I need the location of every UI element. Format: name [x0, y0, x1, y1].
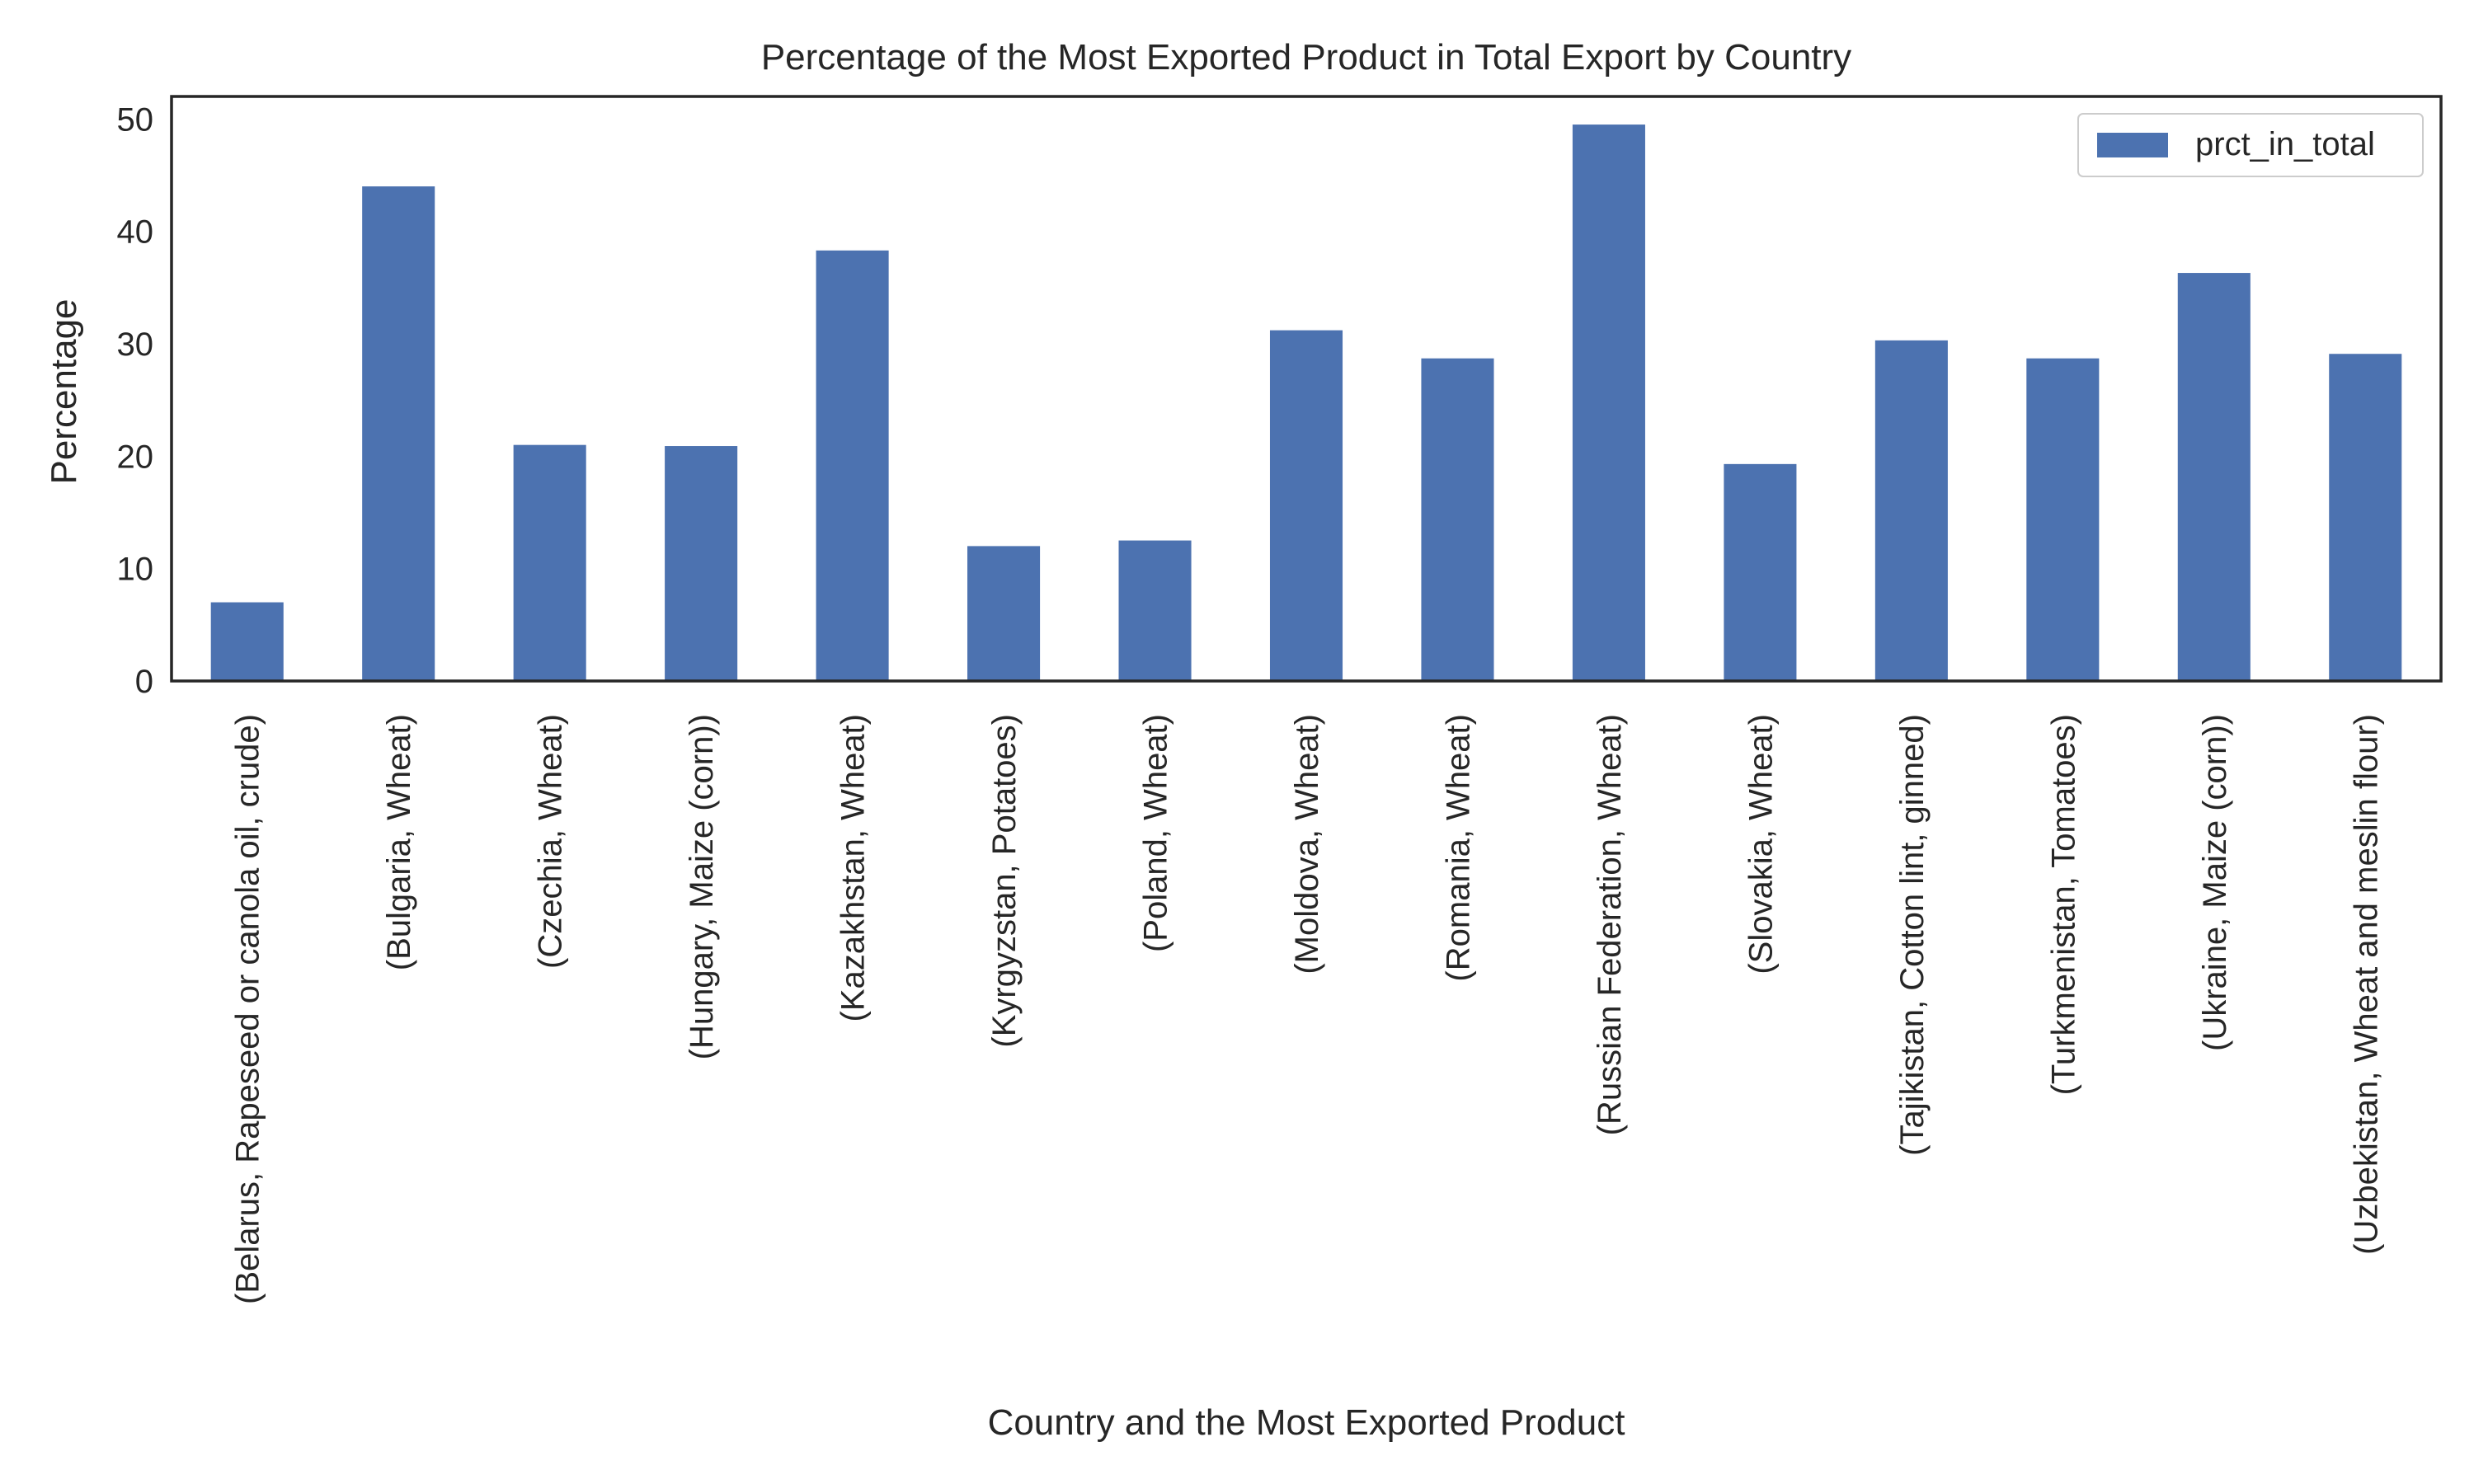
chart-title: Percentage of the Most Exported Product …: [761, 37, 1851, 77]
x-tick-label: (Turkmenistan, Tomatoes): [2045, 714, 2081, 1095]
bar: [2329, 354, 2402, 681]
x-tick-label: (Hungary, Maize (corn)): [684, 714, 720, 1059]
y-ticks-layer: 0 10 20 30 40 50: [117, 101, 154, 700]
plot-frame: [170, 95, 2443, 683]
x-tick-label: (Ukraine, Maize (corn)): [2197, 714, 2233, 1051]
x-tick-label: (Tajikistan, Cotton lint, ginned): [1894, 714, 1931, 1156]
bar: [2177, 273, 2251, 681]
y-tick-label: 30: [117, 326, 154, 363]
y-tick-label: 20: [117, 439, 154, 475]
x-tick-label: (Russian Federation, Wheat): [1592, 714, 1628, 1135]
bars-layer: [210, 124, 2402, 682]
bar: [1421, 358, 1494, 681]
x-tick-label: (Uzbekistan, Wheat and meslin flour): [2348, 714, 2384, 1255]
y-tick-label: 0: [135, 664, 153, 700]
y-tick-label: 50: [117, 101, 154, 138]
x-tick-label: (Bulgaria, Wheat): [381, 714, 417, 970]
bar: [665, 446, 738, 681]
bar: [2026, 358, 2100, 681]
x-tick-label: (Romania, Wheat): [1440, 714, 1476, 982]
bar: [1269, 330, 1343, 681]
x-tick-label: (Moldova, Wheat): [1289, 714, 1325, 974]
x-tick-label: (Kyrgyzstan, Potatoes): [986, 714, 1023, 1048]
x-ticks-layer: (Belarus, Rapeseed or canola oil, crude)…: [230, 714, 2385, 1304]
bar: [816, 250, 889, 682]
y-axis-label: Percentage: [44, 298, 84, 484]
y-tick-label: 40: [117, 214, 154, 251]
bar: [1874, 340, 1948, 681]
x-tick-label: (Kazakhstan, Wheat): [835, 714, 872, 1022]
y-tick-label: 10: [117, 552, 154, 588]
legend-box: [2077, 113, 2424, 177]
x-tick-label: (Poland, Wheat): [1138, 714, 1174, 952]
legend-swatch: [2097, 133, 2168, 157]
legend-label: prct_in_total: [2195, 126, 2375, 162]
bar: [210, 602, 284, 681]
bar: [1572, 124, 1645, 681]
x-tick-label: (Slovakia, Wheat): [1743, 714, 1779, 974]
x-tick-label: (Belarus, Rapeseed or canola oil, crude): [230, 714, 266, 1304]
bar: [362, 186, 435, 682]
bar: [513, 444, 586, 681]
x-tick-label: (Czechia, Wheat): [533, 714, 569, 969]
bar: [1724, 463, 1797, 681]
bar: [1118, 540, 1192, 681]
x-axis-label: Country and the Most Exported Product: [988, 1402, 1625, 1443]
bar: [967, 546, 1041, 681]
legend: prct_in_total: [2077, 113, 2424, 177]
